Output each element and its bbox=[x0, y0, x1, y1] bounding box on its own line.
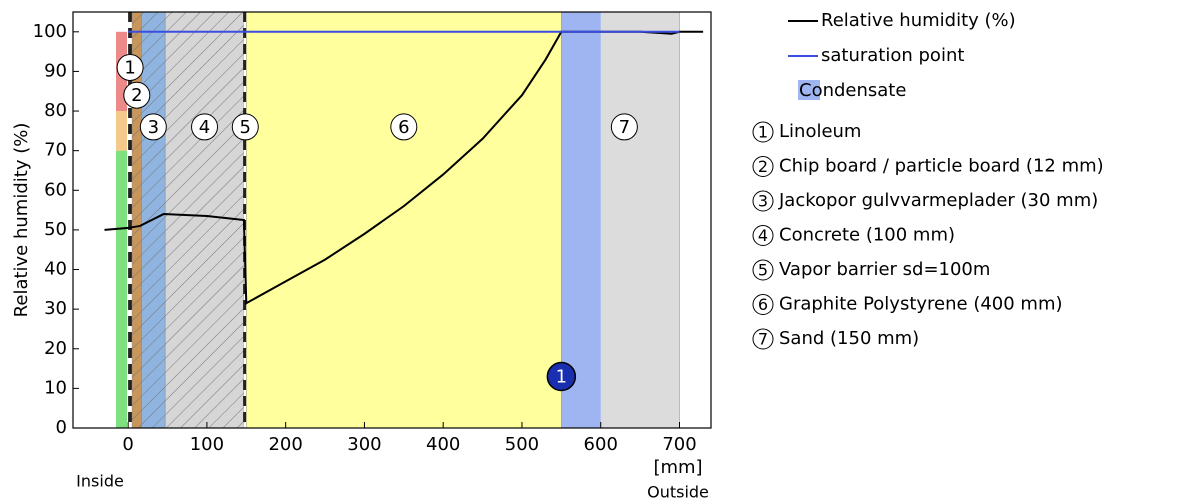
legend-layer-name: Graphite Polystyrene (400 mm) bbox=[779, 294, 1063, 315]
legend-layer-number: 1 bbox=[758, 123, 768, 142]
y-tick-label: 10 bbox=[44, 377, 67, 398]
legend-layer-number: 6 bbox=[758, 295, 768, 314]
legend-layer-number: 7 bbox=[758, 330, 768, 349]
legend-label: Relative humidity (%) bbox=[821, 10, 1016, 31]
x-tick-label: 100 bbox=[190, 434, 224, 455]
x-tick-label: 0 bbox=[122, 434, 133, 455]
legend-label: Condensate bbox=[799, 80, 906, 101]
legend-layer-name: Concrete (100 mm) bbox=[779, 225, 955, 246]
legend-label: saturation point bbox=[821, 45, 964, 66]
x-unit: [mm] bbox=[653, 457, 702, 478]
chart: 1234567101002003004005006007000102030405… bbox=[0, 0, 1182, 502]
x-tick-label: 600 bbox=[584, 434, 618, 455]
y-tick-label: 50 bbox=[44, 219, 67, 240]
outside-label: Outside bbox=[647, 483, 709, 502]
rh-band bbox=[116, 151, 127, 428]
y-tick-label: 40 bbox=[44, 259, 67, 280]
y-axis-label: Relative humidity (%) bbox=[11, 123, 32, 318]
legend-layer-name: Vapor barrier sd=100m bbox=[779, 259, 990, 280]
layer bbox=[246, 12, 561, 428]
y-tick-label: 80 bbox=[44, 100, 67, 121]
x-tick-label: 700 bbox=[662, 434, 696, 455]
layer-number: 7 bbox=[619, 117, 630, 138]
layer-number: 1 bbox=[124, 57, 135, 78]
y-tick-label: 60 bbox=[44, 179, 67, 200]
layer-number: 4 bbox=[199, 117, 210, 138]
x-tick-label: 300 bbox=[347, 434, 381, 455]
inside-label: Inside bbox=[76, 472, 124, 491]
y-tick-label: 100 bbox=[33, 21, 67, 42]
legend-layer-number: 3 bbox=[758, 192, 768, 211]
layer-number: 2 bbox=[131, 85, 142, 106]
legend-layer-name: Chip board / particle board (12 mm) bbox=[779, 156, 1104, 177]
y-tick-label: 70 bbox=[44, 140, 67, 161]
legend-layer-name: Jackopor gulvvarmeplader (30 mm) bbox=[778, 190, 1098, 211]
layer-hatch bbox=[165, 12, 244, 428]
y-tick-label: 0 bbox=[56, 417, 67, 438]
x-tick-label: 200 bbox=[268, 434, 302, 455]
legend-layer-number: 4 bbox=[758, 226, 768, 245]
condensation-number: 1 bbox=[556, 366, 567, 387]
legend-layer-number: 2 bbox=[758, 157, 768, 176]
legend-layer-name: Linoleum bbox=[779, 121, 861, 142]
y-tick-label: 30 bbox=[44, 298, 67, 319]
x-tick-label: 500 bbox=[505, 434, 539, 455]
layer-number: 5 bbox=[240, 117, 251, 138]
legend-layer-name: Sand (150 mm) bbox=[779, 328, 919, 349]
rh-band bbox=[116, 111, 127, 151]
layer-number: 3 bbox=[148, 117, 159, 138]
layer-number: 6 bbox=[398, 117, 409, 138]
y-tick-label: 90 bbox=[44, 60, 67, 81]
x-tick-label: 400 bbox=[426, 434, 460, 455]
y-tick-label: 20 bbox=[44, 338, 67, 359]
legend-layer-number: 5 bbox=[758, 261, 768, 280]
